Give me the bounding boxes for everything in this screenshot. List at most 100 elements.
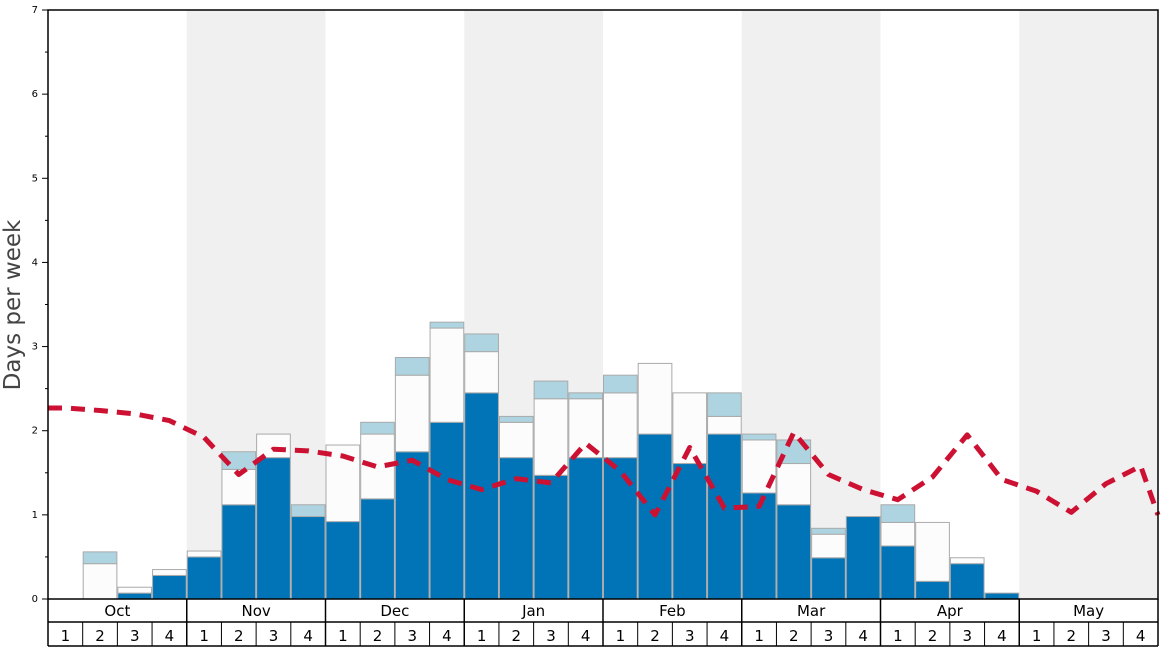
week-label: 1 [754,627,764,645]
week-label: 4 [303,627,313,645]
bar-white [949,557,985,565]
bar-light [741,433,777,441]
week-label: 3 [685,627,695,645]
y-tick-label: 4 [32,257,38,268]
bar-white [568,398,603,459]
bar-dark [360,498,395,600]
y-tick-label: 7 [32,5,38,16]
trend-line [48,405,1161,518]
bar-light [603,374,638,394]
month-label-mar: Mar [797,602,826,620]
week-label: 1 [61,627,71,645]
bar-white [152,569,187,576]
week-label: 1 [893,627,903,645]
y-axis-title: Days per week [0,219,26,390]
bar-dark [984,592,1020,600]
bar-white [117,586,153,594]
bars [82,321,1020,600]
bar-dark [568,457,603,600]
week-label: 1 [616,627,626,645]
week-label: 3 [269,627,279,645]
bar-white [811,533,846,559]
x-axis: Oct Nov Dec Jan Feb Mar Apr May 1 2 3 4 1 2 3 4 1 2 3 4 1 2 3 4… [47,599,1159,647]
bar-light [880,504,916,523]
week-label: 1 [477,627,487,645]
bar-dark [325,521,361,600]
week-label: 2 [789,627,799,645]
bar-dark [845,516,881,600]
bar-white [186,550,222,558]
week-label: 4 [1136,627,1146,645]
bar-light [533,380,569,400]
month-label-feb: Feb [659,602,686,620]
month-label-may: May [1073,602,1104,620]
bar-white [915,521,950,582]
week-label: 3 [962,627,972,645]
bar-dark [880,545,916,600]
week-label: 1 [1032,627,1042,645]
month-shade-may [1019,10,1158,599]
bar-dark [776,504,812,600]
bar-light [360,421,395,435]
bar-light [498,415,534,423]
bar-light [290,504,326,518]
bar-dark [603,457,638,600]
bar-dark [811,557,846,600]
bar-light [82,551,118,565]
bar-dark [152,574,187,600]
month-label-apr: Apr [937,602,964,620]
bar-white [464,351,499,394]
bar-dark [672,463,708,600]
week-label: 4 [720,627,730,645]
week-label: 4 [997,627,1007,645]
bar-white [880,521,916,547]
bar-light [394,357,430,376]
bar-dark [117,592,153,600]
bar-white [533,398,569,476]
week-label: 3 [824,627,834,645]
bar-white [707,415,742,435]
week-label: 3 [130,627,140,645]
bar-light [811,527,846,535]
bar-white [82,563,118,600]
week-label: 2 [650,627,660,645]
week-label: 4 [442,627,452,645]
month-label-dec: Dec [380,602,409,620]
bar-light [707,392,742,417]
month-label-nov: Nov [241,602,270,620]
week-label: 1 [199,627,209,645]
bar-dark [429,421,465,600]
bar-dark [256,457,291,600]
bar-dark [533,474,569,600]
bar-white [603,392,638,459]
y-tick-label: 6 [32,89,38,100]
bar-dark [221,504,257,600]
bar-white [429,327,465,423]
y-tick-label: 0 [32,594,38,605]
bar-dark [186,556,222,600]
bar-white [498,421,534,459]
bar-white [637,362,673,435]
y-tick-label: 3 [32,342,38,353]
week-label: 2 [928,627,938,645]
week-label: 2 [512,627,522,645]
y-axis: 0 1 2 3 4 5 6 7 [32,5,48,605]
bar-dark [290,516,326,600]
week-label: 4 [581,627,591,645]
trend-series-line [48,405,1161,518]
bar-dark [464,392,499,600]
bar-white [672,392,708,465]
bar-dark [949,563,985,600]
month-shading [186,10,1158,599]
week-label: 3 [1101,627,1111,645]
bar-dark [915,580,950,600]
week-label: 3 [407,627,417,645]
week-label: 4 [165,627,175,645]
week-label: 2 [373,627,383,645]
bar-light [568,392,603,400]
bar-dark [707,433,742,600]
month-label-jan: Jan [521,602,545,620]
week-label: 3 [546,627,556,645]
